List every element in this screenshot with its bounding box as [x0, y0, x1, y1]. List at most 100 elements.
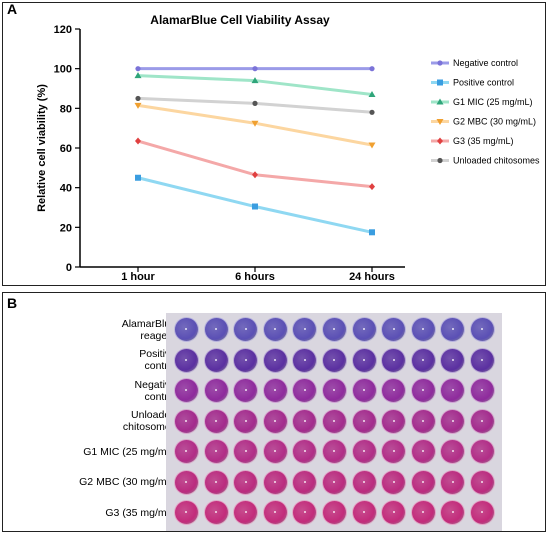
legend-item: G1 MIC (25 mg/mL): [431, 97, 533, 107]
chart-title: AlamarBlue Cell Viability Assay: [150, 13, 330, 27]
well: [322, 500, 347, 525]
well: [233, 500, 259, 525]
well: [233, 469, 259, 495]
well: [381, 408, 407, 434]
well: [410, 317, 436, 342]
data-point: [135, 174, 141, 181]
data-point: [135, 137, 141, 145]
series-0: [135, 66, 375, 72]
well: [292, 347, 318, 373]
x-tick-label: 24 hours: [349, 271, 395, 283]
well: [262, 378, 288, 403]
well: [233, 347, 259, 373]
well: [351, 317, 377, 342]
data-point: [368, 142, 376, 149]
data-point: [135, 66, 141, 72]
well: [262, 469, 288, 495]
series-4: [135, 137, 375, 191]
well: [233, 439, 259, 464]
well: [203, 378, 229, 403]
y-axis-label: Relative cell viability (%): [36, 84, 48, 212]
well: [470, 347, 495, 373]
well: [381, 439, 407, 464]
well: [410, 408, 436, 434]
well: [381, 378, 407, 403]
well: [174, 408, 199, 434]
row-label: Unloaded chitosomes: [122, 409, 176, 433]
viability-chart: AlamarBlue Cell Viability Assay Relative…: [36, 13, 540, 283]
well: [322, 408, 347, 434]
well: [262, 408, 288, 434]
x-tick-label: 1 hour: [121, 271, 155, 283]
well: [410, 500, 436, 525]
data-point: [369, 183, 375, 191]
well: [440, 469, 466, 495]
well-plate-photo: [166, 313, 502, 531]
well: [233, 408, 259, 434]
well: [470, 469, 495, 495]
legend-marker: [437, 157, 443, 164]
series-2: [134, 72, 376, 97]
well: [470, 500, 495, 525]
well: [440, 500, 466, 525]
y-tick-label: 40: [60, 183, 72, 195]
well: [203, 500, 229, 525]
well: [292, 408, 318, 434]
legend-label: G2 MBC (30 mg/mL): [453, 117, 536, 127]
well: [174, 317, 199, 342]
legend-label: Negative control: [453, 58, 518, 68]
well: [233, 317, 259, 342]
well: [292, 317, 318, 342]
row-label: G1 MIC (25 mg/mL): [83, 445, 176, 458]
row-label: Positive control: [139, 348, 176, 372]
legend-label: Positive control: [453, 78, 514, 88]
data-point: [369, 66, 375, 72]
well: [262, 347, 288, 373]
legend-item: Negative control: [431, 58, 518, 68]
panel-b-letter: B: [7, 295, 18, 311]
well: [174, 378, 199, 403]
well: [470, 439, 495, 464]
legend-marker: [437, 79, 443, 86]
series-5: [135, 95, 375, 115]
panel-a-letter: A: [7, 1, 18, 17]
y-tick-label: 80: [60, 103, 72, 115]
well: [470, 408, 495, 434]
well: [440, 408, 466, 434]
well: [351, 500, 377, 525]
y-tick-label: 60: [60, 143, 72, 155]
data-point: [252, 66, 258, 72]
well: [410, 439, 436, 464]
panel-a: A: [2, 1, 546, 286]
data-point: [251, 77, 259, 84]
data-point: [251, 120, 259, 127]
well: [203, 317, 229, 342]
well: [440, 378, 466, 403]
legend-marker: [437, 137, 443, 145]
x-tick-label: 6 hours: [235, 271, 275, 283]
legend-label: Unloaded chitosomes: [453, 156, 540, 166]
well: [381, 317, 407, 342]
legend-marker: [436, 98, 444, 105]
well: [351, 378, 377, 403]
well: [203, 408, 229, 434]
well: [292, 378, 318, 403]
well: [174, 439, 199, 464]
row-label: G3 (35 mg/mL): [105, 506, 176, 519]
row-label: AlamarBlue reagent: [121, 317, 176, 342]
well: [351, 347, 377, 373]
data-point: [134, 72, 142, 79]
well: [174, 500, 199, 525]
legend-item: Positive control: [431, 78, 514, 88]
data-point: [252, 171, 258, 179]
well: [174, 469, 199, 495]
legend-marker: [437, 60, 443, 66]
data-point: [252, 203, 258, 210]
well: [440, 347, 466, 373]
well: [292, 500, 318, 525]
well: [203, 439, 229, 464]
data-point: [135, 95, 141, 102]
well: [410, 347, 436, 373]
legend-item: G3 (35 mg/mL): [431, 136, 514, 146]
well: [322, 347, 347, 373]
